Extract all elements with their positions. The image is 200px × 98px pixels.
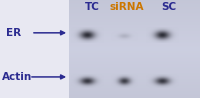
Text: siRNA: siRNA [110,2,144,12]
Text: TC: TC [85,2,99,12]
Text: Actin: Actin [2,72,32,82]
Text: SC: SC [161,2,177,12]
Text: ER: ER [6,28,21,38]
